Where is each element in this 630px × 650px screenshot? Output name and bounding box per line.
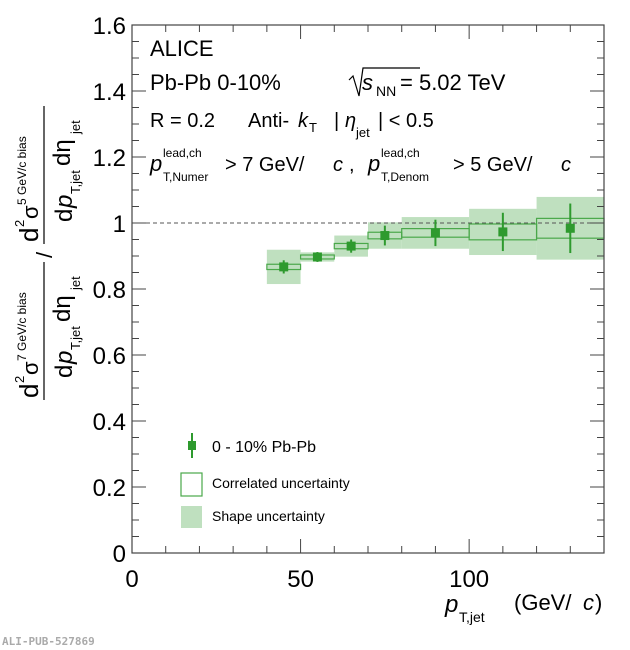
- svg-text:dη: dη: [49, 295, 76, 322]
- svg-text:σ: σ: [18, 361, 43, 375]
- svg-text:p: p: [51, 195, 78, 209]
- svg-text:s: s: [362, 70, 373, 95]
- energy-label: s NN = 5.02 TeV: [348, 67, 506, 99]
- collision-label: Pb-Pb 0-10%: [150, 70, 281, 95]
- svg-text:d: d: [51, 209, 78, 222]
- svg-text:σ: σ: [18, 205, 43, 219]
- data-point: [279, 262, 289, 272]
- svg-text:T,jet: T,jet: [68, 326, 83, 350]
- y-tick-label: 0.2: [93, 475, 126, 502]
- x-tick-label: 100: [449, 566, 489, 593]
- y-tick-label: 0: [113, 541, 126, 568]
- svg-text:R = 0.2: R = 0.2: [150, 110, 215, 132]
- data-point: [498, 227, 508, 237]
- svg-text:lead,ch: lead,ch: [163, 146, 202, 160]
- svg-text:NN: NN: [376, 83, 396, 99]
- svg-text:| < 0.5: | < 0.5: [378, 110, 434, 132]
- publication-id: ALI-PUB-527869: [2, 635, 95, 648]
- legend-marker-icon: [188, 433, 196, 458]
- svg-text:2: 2: [12, 220, 27, 227]
- svg-text:T,Numer: T,Numer: [163, 170, 208, 184]
- y-tick-label: 0.8: [93, 277, 126, 304]
- svg-text:|: |: [334, 110, 339, 132]
- svg-text:lead,ch: lead,ch: [381, 146, 420, 160]
- y-tick-label: 0.6: [93, 343, 126, 370]
- sqrt-icon: [348, 67, 420, 97]
- y-tick-label: 1.4: [93, 79, 126, 106]
- svg-text:= 5.02 TeV: = 5.02 TeV: [400, 70, 506, 95]
- svg-text:dη: dη: [49, 139, 76, 166]
- svg-text:/: /: [32, 251, 57, 258]
- jet-definition-label: R = 0.2 Anti- k T | η jet | < 0.5: [150, 110, 434, 140]
- svg-text:p: p: [444, 591, 458, 618]
- legend-label-shape: Shape uncertainty: [212, 508, 325, 524]
- svg-text:d: d: [14, 384, 44, 398]
- data-points: [279, 203, 575, 274]
- svg-text:d: d: [14, 228, 44, 242]
- svg-text:k: k: [298, 110, 309, 132]
- y-tick-label: 0.4: [93, 409, 126, 436]
- axis-tick-labels: 0 50 100 0 0.2 0.4 0.6 0.8 1 1.2 1.4 1.6: [93, 13, 490, 593]
- svg-text:c: c: [583, 590, 594, 615]
- legend: 0 - 10% Pb-Pb Correlated uncertainty Sha…: [180, 433, 350, 528]
- experiment-label: ALICE: [150, 36, 214, 61]
- svg-text:jet: jet: [355, 125, 370, 140]
- svg-text:): ): [595, 590, 602, 615]
- svg-text:T,jet: T,jet: [68, 170, 83, 194]
- data-point: [565, 223, 575, 233]
- svg-text:> 7 GeV/: > 7 GeV/: [225, 154, 305, 176]
- svg-text:T,jet: T,jet: [459, 609, 485, 625]
- y-tick-label: 1.2: [93, 145, 126, 172]
- y-axis-title: d 2 σ 7 GeV/c bias d p T,jet dη jet / d …: [12, 106, 83, 400]
- svg-text:5 GeV/c bias: 5 GeV/c bias: [15, 136, 29, 205]
- axis-ticks: [131, 24, 605, 554]
- svg-text:Anti-: Anti-: [248, 110, 289, 132]
- svg-text:p: p: [149, 151, 162, 176]
- svg-text:(GeV/: (GeV/: [514, 590, 572, 615]
- svg-text:jet: jet: [68, 120, 83, 135]
- svg-text:p: p: [367, 151, 380, 176]
- svg-text:,: ,: [349, 154, 355, 176]
- svg-text:7 GeV/c bias: 7 GeV/c bias: [15, 292, 29, 361]
- svg-text:T: T: [309, 120, 317, 135]
- x-tick-label: 0: [125, 566, 138, 593]
- legend-open-box-icon: [180, 472, 203, 497]
- legend-label-data: 0 - 10% Pb-Pb: [212, 439, 316, 456]
- leading-track-cut-label: p lead,ch T,Numer > 7 GeV/ c , p lead,ch…: [149, 146, 571, 184]
- svg-text:T,Denom: T,Denom: [381, 170, 429, 184]
- svg-text:d: d: [51, 365, 78, 378]
- svg-text:> 5 GeV/: > 5 GeV/: [453, 154, 533, 176]
- legend-filled-box-icon: [181, 506, 202, 528]
- data-point: [312, 252, 322, 262]
- plot-frame: [131, 24, 605, 554]
- data-point: [346, 241, 356, 251]
- y-tick-label: 1.6: [93, 13, 126, 40]
- data-point: [430, 228, 440, 238]
- data-point: [380, 231, 390, 241]
- svg-text:p: p: [51, 351, 78, 365]
- svg-text:jet: jet: [68, 276, 83, 291]
- svg-text:c: c: [561, 154, 571, 176]
- x-axis-title: p T,jet (GeV/ c ): [444, 590, 602, 625]
- svg-text:2: 2: [12, 376, 27, 383]
- svg-text:c: c: [333, 154, 343, 176]
- legend-label-correlated: Correlated uncertainty: [212, 475, 350, 491]
- x-tick-label: 50: [287, 566, 314, 593]
- svg-text:η: η: [345, 110, 356, 132]
- y-tick-label: 1: [113, 211, 126, 238]
